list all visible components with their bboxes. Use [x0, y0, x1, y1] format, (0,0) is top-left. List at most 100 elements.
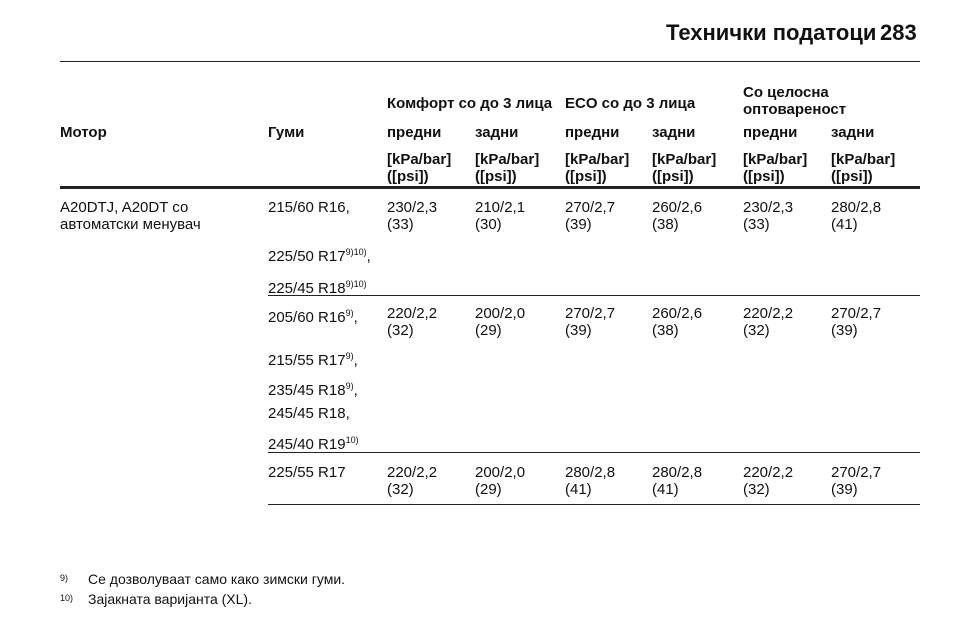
pressure-value: (33) — [387, 216, 414, 233]
rule — [60, 186, 920, 189]
tyre-size: 235/45 R189), — [268, 378, 358, 399]
pressure-value: 280/2,8 — [565, 464, 616, 481]
group-header: Со целосна — [743, 84, 829, 101]
rule — [60, 61, 920, 62]
tyre-text: 205/60 R16 — [268, 309, 346, 326]
axle-header: задни — [475, 124, 519, 141]
pressure-value: 210/2,1 — [475, 199, 526, 216]
pressure-value: (32) — [743, 322, 770, 339]
unit-header: [kPa/bar] — [743, 151, 808, 168]
tyre-text: 225/55 R17 — [268, 464, 346, 481]
group-header: оптовареност — [743, 101, 847, 118]
page-number: 283 — [880, 20, 917, 45]
engine: автоматски менувач — [60, 216, 201, 233]
pressure-value: (38) — [652, 216, 679, 233]
pressure-value: (32) — [387, 322, 414, 339]
tyre-sup: 9) — [345, 308, 354, 318]
tyre-sup: 9) — [345, 351, 354, 361]
pressure-value: (39) — [565, 322, 592, 339]
pressure-value: (29) — [475, 481, 502, 498]
axle-header: предни — [565, 124, 620, 141]
rule — [268, 452, 920, 453]
pressure-value: 220/2,2 — [387, 305, 438, 322]
unit-header: [kPa/bar] — [831, 151, 896, 168]
rule — [268, 504, 920, 505]
pressure-value: 230/2,3 — [743, 199, 794, 216]
pressure-value: 280/2,8 — [652, 464, 703, 481]
tyre-size: 225/45 R189)10) — [268, 276, 367, 297]
tyre-size: 215/55 R179), — [268, 348, 358, 369]
pressure-value: 220/2,2 — [387, 464, 438, 481]
unit-header: [kPa/bar] — [387, 151, 452, 168]
tyre-size: 225/50 R179)10), — [268, 244, 371, 265]
footnote-text: Се дозволуваат само како зимски гуми. — [88, 571, 346, 587]
column-header: Гуми — [268, 124, 305, 141]
tyre-size: 245/45 R18, — [268, 405, 350, 422]
pressure-value: 270/2,7 — [831, 305, 882, 322]
engine: A20DTJ, A20DT со — [60, 199, 189, 216]
pressure-value: 220/2,2 — [743, 305, 794, 322]
footnote-mark: 9) — [60, 573, 69, 583]
footnote-text: Зајакната варијанта (XL). — [88, 591, 252, 607]
rule — [268, 295, 920, 296]
pressure-value: (32) — [743, 481, 770, 498]
unit-header: [kPa/bar] — [652, 151, 717, 168]
tyre-text: 215/60 R16, — [268, 199, 350, 216]
group-header: Комфорт со до 3 лица — [387, 95, 553, 112]
tyre-text: 215/55 R17 — [268, 352, 346, 369]
axle-header: задни — [652, 124, 696, 141]
pressure-value: 270/2,7 — [565, 305, 616, 322]
pressure-value: (39) — [565, 216, 592, 233]
pressure-value: 280/2,8 — [831, 199, 882, 216]
pressure-value: 260/2,6 — [652, 199, 703, 216]
unit-header: ([psi]) — [387, 168, 429, 185]
tyre-text: 235/45 R18 — [268, 382, 346, 399]
tyre-sup: 9)10) — [345, 247, 367, 257]
pressure-value: (39) — [831, 481, 858, 498]
tyre-after: , — [353, 352, 358, 369]
tyre-size: 215/60 R16, — [268, 199, 350, 216]
pressure-value: (41) — [565, 481, 592, 498]
pressure-value: (30) — [475, 216, 502, 233]
footnote-mark: 10) — [60, 593, 74, 603]
pressure-value: 220/2,2 — [743, 464, 794, 481]
tyre-after: , — [366, 248, 371, 265]
unit-header: ([psi]) — [831, 168, 873, 185]
unit-header: ([psi]) — [652, 168, 694, 185]
pressure-value: 200/2,0 — [475, 464, 526, 481]
unit-header: [kPa/bar] — [565, 151, 630, 168]
axle-header: предни — [743, 124, 798, 141]
group-header: ECO со до 3 лица — [565, 95, 696, 112]
tyre-sup: 9) — [345, 381, 354, 391]
tyre-text: 245/40 R19 — [268, 436, 346, 453]
pressure-value: (41) — [652, 481, 679, 498]
tyre-sup: 10) — [345, 435, 359, 445]
tyre-size: 225/55 R17 — [268, 464, 346, 481]
pressure-value: 230/2,3 — [387, 199, 438, 216]
tyre-text: 225/50 R17 — [268, 248, 346, 265]
tyre-sup: 9)10) — [345, 279, 367, 289]
page-title: Технички податоци — [666, 20, 877, 45]
pressure-value: (38) — [652, 322, 679, 339]
tyre-after: , — [353, 382, 358, 399]
tyre-after: , — [353, 309, 358, 326]
column-header: Мотор — [60, 124, 107, 141]
pressure-value: 270/2,7 — [831, 464, 882, 481]
pressure-value: 260/2,6 — [652, 305, 703, 322]
pressure-value: (33) — [743, 216, 770, 233]
tyre-text: 225/45 R18 — [268, 280, 346, 297]
tyre-text: 245/45 R18, — [268, 405, 350, 422]
unit-header: ([psi]) — [743, 168, 785, 185]
unit-header: ([psi]) — [475, 168, 517, 185]
tyre-size: 205/60 R169), — [268, 305, 358, 326]
pressure-value: 200/2,0 — [475, 305, 526, 322]
pressure-value: (39) — [831, 322, 858, 339]
pressure-value: 270/2,7 — [565, 199, 616, 216]
pressure-value: (32) — [387, 481, 414, 498]
axle-header: задни — [831, 124, 875, 141]
tyre-size: 245/40 R1910) — [268, 432, 359, 453]
unit-header: ([psi]) — [565, 168, 607, 185]
unit-header: [kPa/bar] — [475, 151, 540, 168]
pressure-value: (29) — [475, 322, 502, 339]
